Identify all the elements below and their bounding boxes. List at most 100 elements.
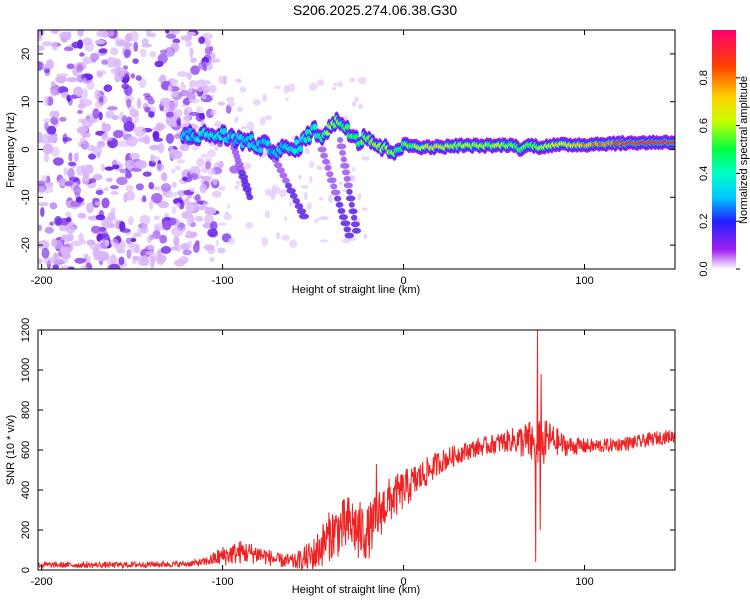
spectrogram-noise-blob xyxy=(204,207,216,216)
spectrogram-noise-blob xyxy=(205,39,211,48)
spectrogram-noise-blob xyxy=(194,215,204,222)
spectrogram-noise-blob xyxy=(86,202,94,214)
spectrogram-noise-blob xyxy=(151,192,163,204)
spectrogram-branch-blob xyxy=(276,167,285,174)
spectrogram-noise-blob xyxy=(275,232,281,240)
spectrogram-noise-blob xyxy=(135,159,148,169)
spectrogram-noise-blob xyxy=(42,64,54,69)
spectrogram-noise-blob xyxy=(156,163,165,172)
spectrogram-noise-blob xyxy=(67,167,75,179)
spectrogram-noise-blob xyxy=(171,181,177,188)
spectrogram-noise-blob xyxy=(82,257,87,263)
colorbar-tick-label: 0.2 xyxy=(698,214,710,229)
spectrogram-noise-blob xyxy=(205,160,212,170)
spectrogram-noise-blob xyxy=(207,228,218,238)
spectrogram-branch-blob xyxy=(341,169,351,176)
spectrogram-noise-blob xyxy=(94,89,101,100)
spectrogram-noise-blob xyxy=(309,175,313,184)
spectrogram-noise-blob xyxy=(122,115,128,124)
spectrogram-noise-blob xyxy=(110,185,119,190)
spectrogram-noise-blob xyxy=(113,218,120,230)
spectrogram-noise-blob xyxy=(244,162,252,170)
spectrogram-noise-blob xyxy=(155,122,165,132)
spectrogram-noise-blob xyxy=(143,92,151,98)
snr-ylabel: SNR (10 * v/v) xyxy=(5,415,17,485)
spectrogram-noise-blob xyxy=(44,226,54,234)
spectrogram-noise-blob xyxy=(132,232,142,238)
spectrogram-noise-blob xyxy=(209,257,215,262)
spectrogram-branch-blob xyxy=(279,172,288,179)
spectrogram-noise-blob xyxy=(102,31,109,38)
spectrogram-noise-blob xyxy=(103,132,108,139)
spectrogram-branch-blob xyxy=(337,207,346,214)
spectrogram-xlabel: Height of straight line (km) xyxy=(292,284,420,296)
spectrogram-noise-blob xyxy=(126,98,132,108)
spectrogram-noise-blob xyxy=(108,223,115,228)
spectrogram-noise-blob xyxy=(96,71,103,78)
spectrogram-noise-blob xyxy=(218,186,226,191)
spectrogram-noise-blob xyxy=(283,85,290,94)
spectrogram-noise-blob xyxy=(92,145,103,156)
spectrogram-image xyxy=(38,30,675,269)
spectrogram-noise-blob xyxy=(62,133,68,144)
spectrogram-noise-blob xyxy=(64,211,72,218)
spectrogram-branch-blob xyxy=(351,214,358,221)
spectrogram-noise-blob xyxy=(304,147,310,155)
spectrogram-noise-blob xyxy=(298,175,302,180)
spectrogram-noise-blob xyxy=(157,142,165,154)
spectrogram-noise-blob xyxy=(357,103,363,110)
snr-xtick-label: 100 xyxy=(575,576,593,588)
spectrogram-noise-blob xyxy=(49,202,58,210)
spectrogram-noise-blob xyxy=(96,140,106,148)
spectrogram-noise-blob xyxy=(108,30,115,37)
spectrogram-noise-blob xyxy=(264,115,273,121)
spectrogram-noise-blob xyxy=(54,215,62,227)
spectrogram-noise-blob xyxy=(170,168,176,174)
spectrogram-ridge-cell xyxy=(294,140,300,145)
snr-ytick-label: 1000 xyxy=(20,358,32,382)
spectrogram-noise-blob xyxy=(234,184,239,190)
spectrogram-xtick-label: -100 xyxy=(212,275,234,287)
spectrogram-noise-blob xyxy=(135,183,144,191)
spectrogram-branch-blob xyxy=(351,227,362,234)
spectrogram-noise-blob xyxy=(270,193,276,201)
spectrogram-noise-blob xyxy=(49,221,55,226)
spectrogram-noise-blob xyxy=(116,249,126,254)
spectrogram-noise-blob xyxy=(110,207,116,216)
spectrogram-branch-blob xyxy=(350,221,360,228)
spectrogram-noise-blob xyxy=(149,199,154,210)
spectrogram-noise-blob xyxy=(89,52,100,62)
spectrogram-noise-blob xyxy=(209,58,221,63)
spectrogram-noise-blob xyxy=(172,38,181,44)
spectrogram-noise-blob xyxy=(59,246,72,255)
spectrogram-noise-blob xyxy=(101,59,108,65)
spectrogram-noise-blob xyxy=(150,153,155,161)
spectrogram-noise-blob xyxy=(116,176,128,186)
spectrogram-noise-blob xyxy=(126,116,133,123)
spectrogram-branch-blob xyxy=(338,214,348,221)
spectrogram-noise-blob xyxy=(193,201,199,211)
spectrogram-noise-blob xyxy=(306,202,312,211)
spectrogram-noise-blob xyxy=(134,245,140,254)
spectrogram-noise-blob xyxy=(224,211,229,215)
spectrogram-noise-blob xyxy=(234,116,239,124)
spectrogram-noise-blob xyxy=(79,52,85,57)
spectrogram-noise-blob xyxy=(218,222,227,226)
spectrogram-branch-blob xyxy=(289,192,298,199)
spectrogram-noise-blob xyxy=(81,117,93,128)
spectrogram-noise-blob xyxy=(153,137,164,143)
spectrogram-noise-blob xyxy=(50,116,59,125)
spectrogram-noise-blob xyxy=(273,85,281,90)
colorbar-tick-label: 0.8 xyxy=(698,70,710,85)
spectrogram-noise-blob xyxy=(133,41,139,52)
spectrogram-noise-blob xyxy=(185,93,198,98)
spectrogram-noise-blob xyxy=(82,88,88,100)
spectrogram-noise-blob xyxy=(123,121,135,132)
spectrogram-noise-blob xyxy=(88,153,97,160)
spectrogram-noise-blob xyxy=(119,228,131,233)
spectrogram-noise-blob xyxy=(196,87,204,92)
spectrogram-noise-blob xyxy=(41,41,54,47)
spectrogram-noise-blob xyxy=(106,255,119,266)
